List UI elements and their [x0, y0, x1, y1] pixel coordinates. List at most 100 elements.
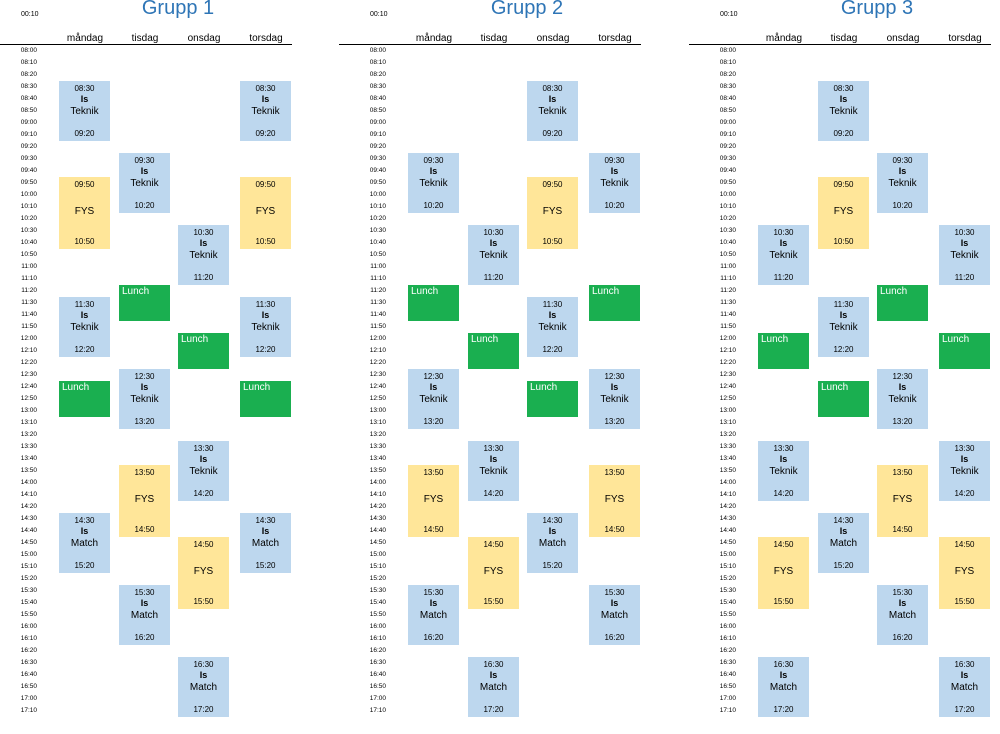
block-end-time: 12:20: [833, 345, 854, 354]
block-activity: FYS: [542, 206, 563, 217]
time-label: 15:10: [369, 563, 386, 570]
time-label: 15:10: [719, 563, 736, 570]
group-title: Grupp 2: [490, 0, 564, 19]
top-time-label: 00:10: [720, 11, 738, 18]
block-code: Is: [610, 166, 619, 176]
block-activity: FYS: [74, 206, 95, 217]
time-label: 16:00: [20, 623, 37, 630]
session-block: 08:30 Is Teknik 09:20: [818, 81, 869, 141]
time-label: 08:20: [20, 71, 37, 78]
block-end-time: 13:20: [134, 417, 155, 426]
block-end-time: 10:20: [134, 201, 155, 210]
time-label: 09:20: [369, 143, 386, 150]
block-end-time: 16:20: [604, 633, 625, 642]
block-activity: Match: [769, 682, 798, 693]
block-activity: Match: [419, 610, 448, 621]
session-block: 13:30 Is Teknik 14:20: [178, 441, 229, 501]
session-block: 13:30 Is Teknik 14:20: [939, 441, 990, 501]
block-start-time: 15:30: [423, 588, 444, 597]
time-label: 13:10: [369, 419, 386, 426]
time-label: 13:20: [719, 431, 736, 438]
block-end-time: 15:50: [954, 597, 975, 606]
block-start-time: 09:50: [74, 180, 95, 189]
time-label: 08:10: [369, 59, 386, 66]
block-activity: Lunch: [181, 334, 209, 345]
time-label: 15:30: [20, 587, 37, 594]
block-activity: Lunch: [821, 382, 849, 393]
time-label: 12:30: [719, 371, 736, 378]
time-label: 08:30: [20, 83, 37, 90]
block-code: Is: [898, 166, 907, 176]
block-activity: Match: [538, 538, 567, 549]
block-start-time: 16:30: [954, 660, 975, 669]
session-block: 13:30 Is Teknik 14:20: [468, 441, 519, 501]
block-end-time: 10:20: [604, 201, 625, 210]
time-label: 11:40: [21, 311, 37, 318]
block-end-time: 14:20: [483, 489, 504, 498]
time-label: 11:10: [720, 275, 736, 282]
time-label: 13:00: [719, 407, 736, 414]
session-block: 15:30 Is Match 16:20: [408, 585, 459, 645]
fys-block: 09:50 FYS 10:50: [240, 177, 291, 249]
time-label: 08:10: [20, 59, 37, 66]
block-code: Is: [839, 94, 848, 104]
day-header-1: tisdag: [830, 33, 858, 44]
block-start-time: 13:50: [604, 468, 625, 477]
time-label: 08:30: [369, 83, 386, 90]
time-label: 09:00: [369, 119, 386, 126]
time-label: 12:40: [369, 383, 386, 390]
block-end-time: 11:20: [773, 273, 794, 282]
time-label: 15:10: [20, 563, 37, 570]
time-label: 08:50: [369, 107, 386, 114]
block-end-time: 16:20: [423, 633, 444, 642]
time-label: 09:50: [369, 179, 386, 186]
block-code: Is: [140, 166, 149, 176]
block-code: Is: [199, 670, 208, 680]
block-end-time: 13:20: [604, 417, 625, 426]
session-block: 15:30 Is Match 16:20: [119, 585, 170, 645]
day-header-3: torsdag: [948, 33, 982, 44]
time-label: 12:30: [20, 371, 37, 378]
time-label: 13:20: [20, 431, 37, 438]
block-activity: Lunch: [122, 286, 150, 297]
block-activity: FYS: [833, 206, 854, 217]
lunch-block: Lunch: [818, 381, 869, 417]
session-block: 08:30 Is Teknik 09:20: [240, 81, 291, 141]
time-label: 15:50: [20, 611, 37, 618]
block-code: Is: [261, 526, 270, 536]
block-start-time: 13:30: [193, 444, 214, 453]
block-start-time: 13:30: [483, 444, 504, 453]
block-start-time: 14:50: [773, 540, 794, 549]
block-end-time: 11:20: [193, 273, 214, 282]
block-activity: FYS: [134, 494, 155, 505]
day-header-0: måndag: [66, 33, 104, 44]
time-label: 10:20: [20, 215, 37, 222]
block-activity: Teknik: [479, 250, 508, 261]
lunch-block: Lunch: [119, 285, 170, 321]
time-label: 14:20: [719, 503, 736, 510]
block-code: Is: [779, 238, 788, 248]
time-label: 13:40: [20, 455, 37, 462]
time-label: 16:50: [719, 683, 736, 690]
session-block: 10:30 Is Teknik 11:20: [178, 225, 229, 285]
block-activity: Teknik: [950, 250, 979, 261]
block-code: Is: [779, 670, 788, 680]
block-code: Is: [779, 454, 788, 464]
block-end-time: 10:50: [833, 237, 854, 246]
time-label: 14:20: [369, 503, 386, 510]
fys-block: 09:50 FYS 10:50: [59, 177, 110, 249]
time-label: 12:20: [369, 359, 386, 366]
block-end-time: 15:50: [193, 597, 214, 606]
block-activity: Lunch: [592, 286, 620, 297]
block-code: Is: [489, 238, 498, 248]
block-activity: Teknik: [538, 322, 567, 333]
block-activity: Lunch: [880, 286, 908, 297]
time-label: 14:40: [719, 527, 736, 534]
time-label: 11:10: [21, 275, 37, 282]
time-label: 15:40: [20, 599, 37, 606]
block-start-time: 10:30: [193, 228, 214, 237]
time-label: 17:00: [719, 695, 736, 702]
session-block: 10:30 Is Teknik 11:20: [468, 225, 519, 285]
session-block: 09:30 Is Teknik 10:20: [408, 153, 459, 213]
time-label: 14:30: [719, 515, 736, 522]
